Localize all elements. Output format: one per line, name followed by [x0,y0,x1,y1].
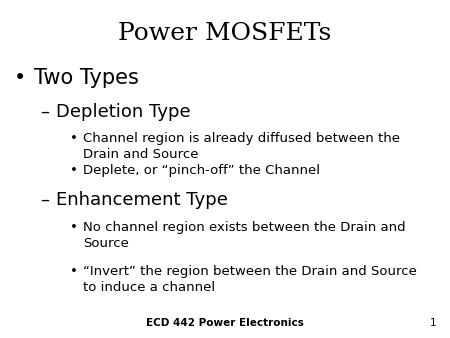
Text: –: – [40,191,50,209]
Text: Enhancement Type: Enhancement Type [56,191,228,209]
Text: Deplete, or “pinch-off” the Channel: Deplete, or “pinch-off” the Channel [83,164,320,177]
Text: ECD 442 Power Electronics: ECD 442 Power Electronics [146,318,304,328]
Text: Channel region is already diffused between the
Drain and Source: Channel region is already diffused betwe… [83,132,400,161]
Text: •: • [70,164,77,177]
Text: –: – [40,103,50,121]
Text: •: • [70,265,77,278]
Text: “Invert” the region between the Drain and Source
to induce a channel: “Invert” the region between the Drain an… [83,265,417,294]
Text: Power MOSFETs: Power MOSFETs [118,22,332,45]
Text: 1: 1 [430,318,436,328]
Text: Depletion Type: Depletion Type [56,103,191,121]
Text: •: • [14,68,26,88]
Text: No channel region exists between the Drain and
Source: No channel region exists between the Dra… [83,221,406,250]
Text: •: • [70,132,77,145]
Text: Two Types: Two Types [34,68,139,88]
Text: •: • [70,221,77,234]
